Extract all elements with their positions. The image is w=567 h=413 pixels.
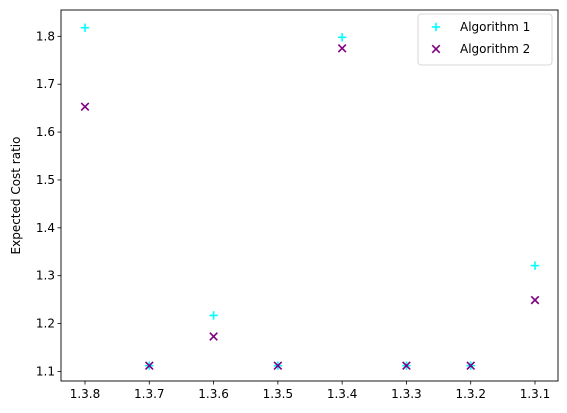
data-point (209, 311, 218, 320)
axes-frame (60, 9, 559, 382)
marker-stroke (80, 102, 90, 112)
marker-stroke (402, 361, 411, 371)
y-tick-label: 1.6 (36, 125, 55, 139)
y-tick-label: 1.3 (36, 269, 55, 283)
data-point (337, 33, 347, 42)
legend-marker (431, 22, 441, 32)
legend-marker (431, 44, 441, 54)
data-point (530, 295, 540, 305)
x-axis-ticks: 1.3.8 1.3.7 1.3.6 1.3.5 1.3.4 1.3.3 1.3.2 1.3.1 (70, 381, 551, 401)
data-point (337, 43, 347, 53)
x-tick-label: 1.3.5 (263, 387, 294, 401)
data-point (402, 361, 411, 371)
x-tick-label: 1.3.7 (134, 387, 165, 401)
y-tick-label: 1.7 (36, 77, 55, 91)
marker-stroke (466, 361, 476, 371)
y-tick-label: 1.4 (36, 221, 55, 235)
x-tick-label: 1.3.6 (198, 387, 229, 401)
data-point (80, 102, 90, 112)
data-point (144, 361, 154, 371)
y-axis-ticks: 1.1 1.2 1.3 1.4 1.5 1.6 1.7 1.8 (36, 29, 61, 378)
x-tick-label: 1.3.3 (391, 387, 422, 401)
marker-stroke (144, 361, 154, 371)
legend: Algorithm 1 Algorithm 2 (417, 13, 553, 66)
marker-stroke (273, 361, 283, 371)
data-point (80, 23, 90, 32)
y-axis-label: Expected Cost ratio (9, 137, 23, 255)
data-point (466, 361, 476, 371)
data-point (209, 332, 218, 341)
marker-stroke (431, 44, 441, 54)
x-tick-label: 1.3.8 (70, 387, 101, 401)
x-tick-label: 1.3.4 (327, 387, 358, 401)
y-tick-label: 1.8 (36, 29, 55, 43)
marker-stroke (530, 295, 540, 305)
y-tick-label: 1.1 (36, 364, 55, 378)
x-tick-label: 1.3.2 (455, 387, 486, 401)
legend-box (417, 13, 553, 66)
series-1-points (80, 23, 540, 370)
x-tick-label: 1.3.1 (520, 387, 551, 401)
legend-label: Algorithm 2 (460, 42, 530, 56)
plot-marks (80, 23, 540, 371)
legend-label: Algorithm 1 (460, 20, 530, 34)
data-point (530, 261, 540, 270)
series-2-points (80, 43, 540, 371)
marker-stroke (337, 43, 347, 53)
marker-stroke (209, 332, 218, 341)
y-tick-label: 1.2 (36, 317, 55, 331)
y-tick-label: 1.5 (36, 173, 55, 187)
data-point (273, 361, 283, 371)
